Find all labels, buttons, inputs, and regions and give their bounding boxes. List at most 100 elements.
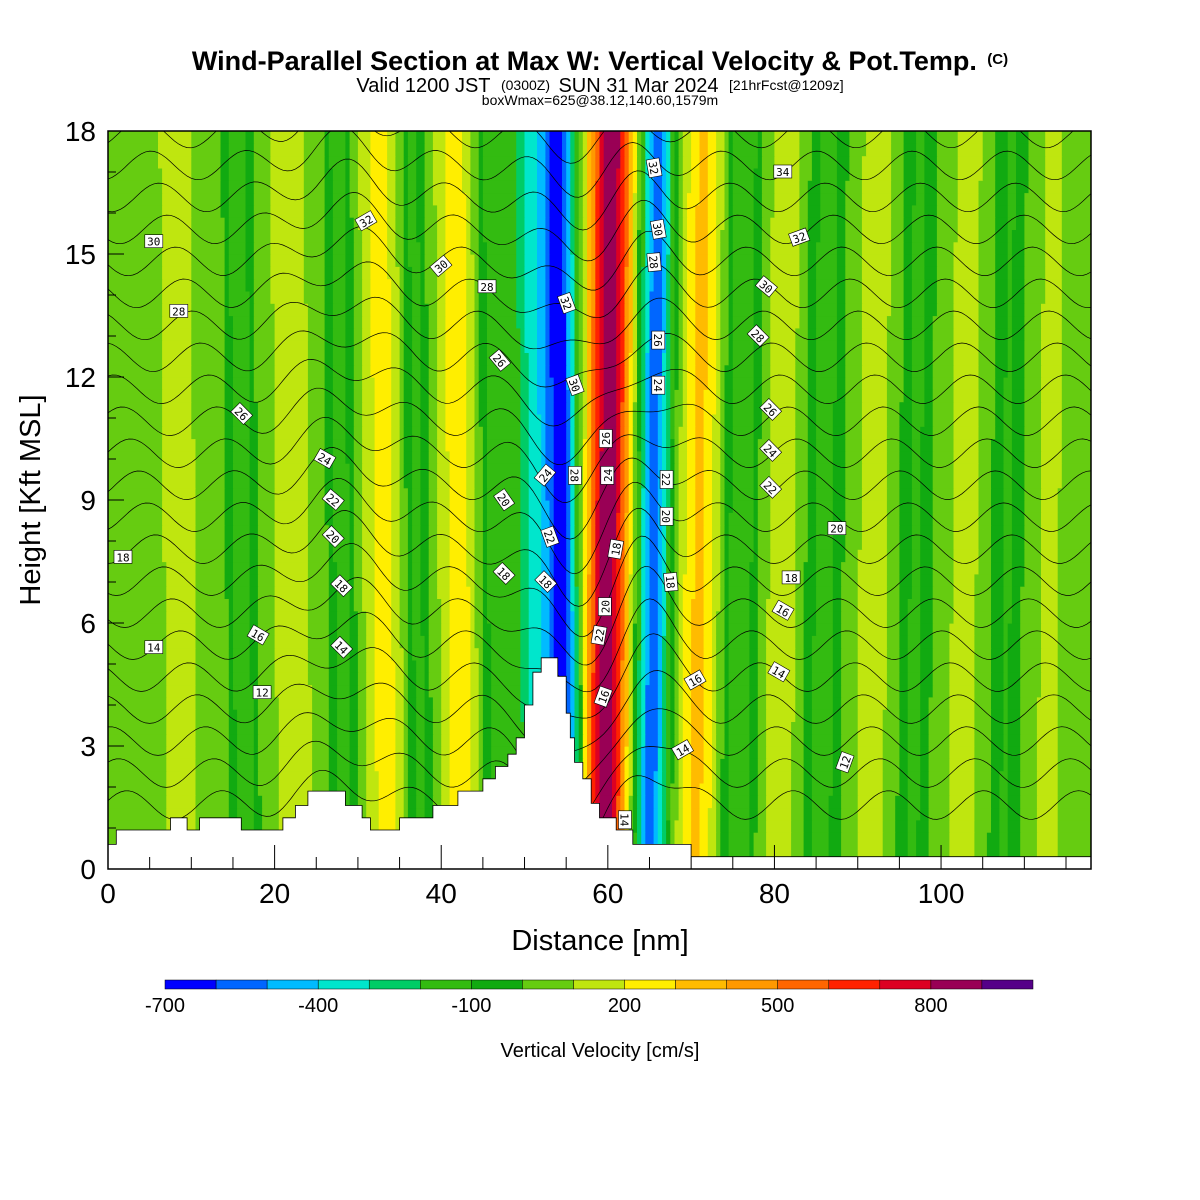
- velocity-cell: [449, 524, 467, 538]
- velocity-cell: [420, 524, 430, 538]
- velocity-cell: [703, 635, 713, 649]
- velocity-cell: [399, 389, 405, 403]
- velocity-cell: [816, 586, 834, 599]
- velocity-cell: [274, 438, 309, 452]
- velocity-cell: [366, 721, 376, 735]
- velocity-cell: [549, 598, 555, 612]
- velocity-cell: [441, 733, 451, 747]
- velocity-cell: [274, 573, 309, 587]
- velocity-cell: [628, 155, 634, 169]
- velocity-cell: [811, 844, 830, 858]
- velocity-cell: [1007, 278, 1013, 292]
- velocity-cell: [645, 684, 659, 698]
- velocity-cell: [474, 389, 480, 403]
- velocity-cell: [224, 389, 234, 403]
- velocity-cell: [641, 487, 646, 501]
- velocity-cell: [303, 192, 326, 206]
- velocity-cell: [470, 204, 480, 218]
- velocity-cell: [624, 204, 630, 218]
- velocity-cell: [678, 327, 684, 341]
- velocity-cell: [474, 278, 480, 292]
- velocity-cell: [861, 450, 888, 464]
- velocity-cell: [728, 819, 750, 833]
- velocity-cell: [274, 512, 309, 526]
- velocity-cell: [641, 254, 646, 267]
- velocity-cell: [628, 746, 634, 759]
- velocity-cell: [162, 413, 192, 427]
- velocity-cell: [670, 340, 676, 353]
- velocity-cell: [574, 573, 580, 587]
- velocity-cell: [695, 536, 705, 550]
- velocity-cell: [645, 377, 651, 390]
- velocity-cell: [1016, 192, 1025, 206]
- velocity-cell: [724, 549, 730, 563]
- velocity-cell: [911, 352, 925, 366]
- velocity-cell: [1057, 844, 1091, 858]
- velocity-cell: [707, 290, 717, 304]
- velocity-cell: [628, 413, 634, 427]
- velocity-cell: [578, 192, 584, 206]
- velocity-cell: [303, 254, 326, 267]
- velocity-cell: [637, 819, 642, 833]
- velocity-cell: [520, 598, 530, 612]
- velocity-cell: [674, 401, 684, 415]
- velocity-cell: [195, 758, 230, 772]
- velocity-cell: [666, 340, 671, 353]
- velocity-cell: [620, 438, 626, 452]
- velocity-cell: [682, 254, 688, 267]
- velocity-cell: [795, 487, 809, 501]
- velocity-cell: [445, 389, 467, 403]
- velocity-cell: [303, 241, 326, 255]
- velocity-cell: [1024, 192, 1046, 206]
- velocity-cell: [412, 623, 421, 636]
- velocity-cell: [620, 352, 626, 366]
- velocity-cell: [478, 377, 488, 390]
- velocity-cell: [624, 426, 630, 440]
- velocity-cell: [899, 610, 909, 624]
- velocity-cell: [395, 229, 405, 243]
- velocity-cell: [953, 450, 980, 464]
- velocity-cell: [770, 315, 801, 329]
- velocity-cell: [670, 155, 676, 169]
- velocity-cell: [1061, 463, 1091, 476]
- velocity-cell: [445, 364, 467, 378]
- velocity-cell: [653, 795, 659, 809]
- velocity-cell: [403, 733, 409, 747]
- velocity-cell: [753, 512, 759, 526]
- velocity-cell: [428, 623, 442, 636]
- velocity-cell: [437, 401, 446, 415]
- velocity-cell: [391, 487, 401, 501]
- velocity-cell: [587, 229, 592, 243]
- velocity-cell: [545, 303, 551, 317]
- velocity-cell: [474, 586, 484, 599]
- velocity-cell: [591, 524, 596, 538]
- velocity-cell: [366, 696, 376, 710]
- velocity-cell: [108, 623, 167, 636]
- velocity-cell: [628, 241, 634, 255]
- velocity-cell: [757, 549, 771, 563]
- velocity-cell: [603, 413, 617, 427]
- velocity-cell: [845, 217, 863, 230]
- velocity-cell: [695, 217, 709, 230]
- velocity-cell: [449, 549, 467, 563]
- velocity-cell: [574, 487, 580, 501]
- velocity-cell: [832, 684, 842, 698]
- velocity-cell: [716, 241, 721, 255]
- velocity-cell: [916, 832, 930, 845]
- velocity-cell: [428, 672, 442, 686]
- velocity-cell: [624, 770, 630, 784]
- velocity-cell: [932, 426, 955, 440]
- velocity-cell: [920, 696, 930, 710]
- velocity-cell: [391, 623, 401, 636]
- velocity-cell: [932, 623, 950, 636]
- velocity-cell: [520, 401, 530, 415]
- velocity-cell: [587, 573, 592, 587]
- velocity-cell: [470, 623, 476, 636]
- velocity-cell: [624, 217, 630, 230]
- velocity-cell: [637, 463, 642, 476]
- velocity-cell: [595, 463, 601, 476]
- velocity-cell: [437, 524, 451, 538]
- velocity-cell: [357, 733, 367, 747]
- velocity-cell: [641, 229, 646, 243]
- velocity-cell: [886, 598, 900, 612]
